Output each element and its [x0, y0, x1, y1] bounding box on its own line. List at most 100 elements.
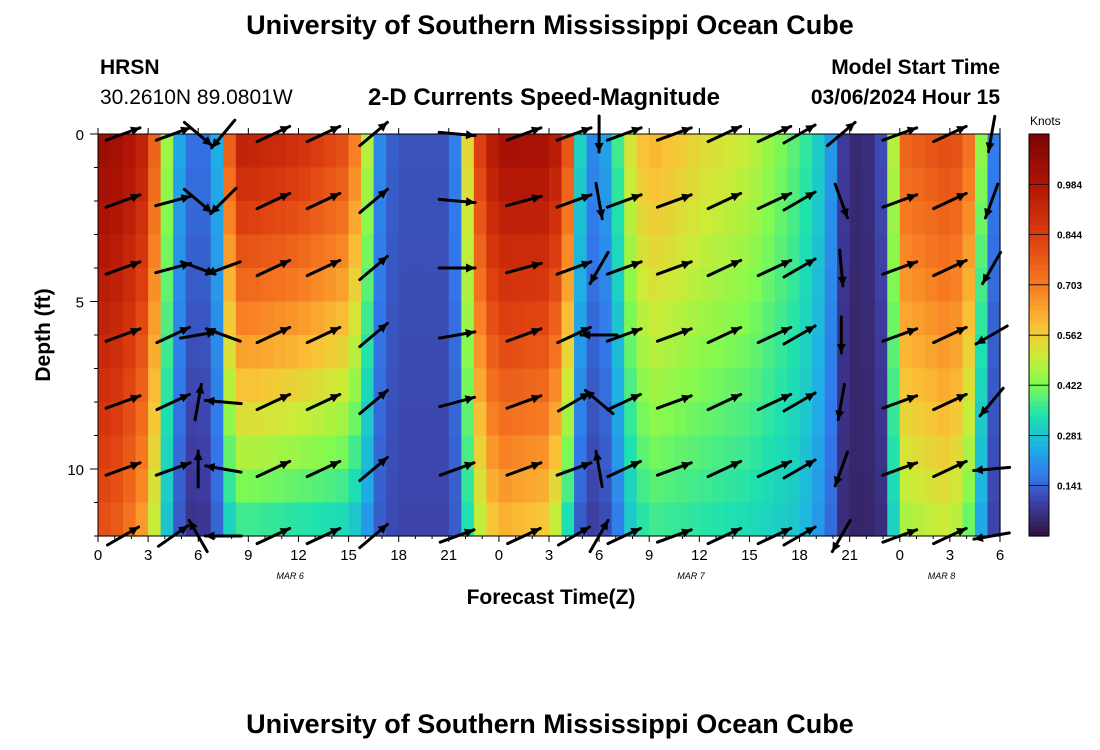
- y-axis: 0 5 10 Depth (ft): [32, 127, 98, 537]
- heatmap-cell: [310, 368, 325, 403]
- heatmap-cell: [198, 402, 212, 437]
- heatmap-cell: [549, 167, 563, 202]
- heatmap-cell: [185, 234, 199, 269]
- heatmap-cell: [285, 402, 300, 437]
- heatmap-cell: [223, 335, 237, 370]
- heatmap-cell: [774, 167, 788, 202]
- heatmap-cell: [636, 469, 650, 504]
- heatmap-cell: [448, 268, 462, 303]
- heatmap-cell: [661, 435, 675, 470]
- heatmap-cell: [461, 435, 475, 470]
- colorbar-segment: [1029, 380, 1049, 386]
- heatmap-cell: [749, 368, 763, 403]
- heatmap-cell: [549, 201, 563, 236]
- heatmap-cell: [699, 368, 713, 403]
- heatmap-cell: [423, 335, 437, 370]
- heatmap-cell: [636, 435, 650, 470]
- heatmap-cell: [661, 301, 675, 336]
- heatmap-cell: [148, 201, 162, 236]
- heatmap-cell: [473, 201, 487, 236]
- heatmap-cell: [523, 268, 538, 303]
- heatmap-cell: [310, 435, 325, 470]
- heatmap-cell: [173, 268, 187, 303]
- heatmap-cell: [599, 134, 613, 169]
- heatmap-cell: [824, 201, 838, 236]
- heatmap-cell: [787, 335, 801, 370]
- date-label: MAR 8: [928, 571, 956, 581]
- heatmap-cell: [674, 201, 688, 236]
- heatmap-cell: [285, 435, 300, 470]
- heatmap-cell: [787, 402, 801, 437]
- heatmap-cell: [686, 335, 700, 370]
- heatmap-cell: [173, 368, 187, 403]
- heatmap-cell: [185, 301, 199, 336]
- colorbar-segment: [1029, 490, 1049, 497]
- heatmap-cell: [498, 368, 513, 403]
- heatmap-cell: [523, 435, 538, 470]
- heatmap-cell: [987, 435, 1001, 470]
- heatmap-cell: [787, 167, 801, 202]
- heatmap-cell: [674, 268, 688, 303]
- heatmap-cell: [473, 435, 487, 470]
- heatmap-cell: [160, 502, 174, 537]
- heatmap-cell: [949, 201, 964, 236]
- heatmap-cell: [511, 201, 525, 236]
- heatmap-cell: [160, 435, 174, 470]
- heatmap-cell: [473, 234, 487, 269]
- current-arrow: [782, 324, 817, 346]
- heatmap-cell: [874, 234, 888, 269]
- heatmap-cell: [599, 268, 613, 303]
- current-arrow: [826, 120, 857, 148]
- heatmap-cell: [849, 268, 863, 303]
- current-arrow: [505, 261, 543, 275]
- current-arrow: [255, 392, 292, 412]
- heatmap-cell: [223, 469, 237, 504]
- heatmap-cell: [198, 502, 212, 537]
- heatmap-cell: [273, 335, 287, 370]
- heatmap-cell: [774, 335, 788, 370]
- heatmap-cell: [473, 368, 487, 403]
- heatmap-cell: [887, 268, 901, 303]
- heatmap-cell: [899, 435, 913, 470]
- heatmap-cell: [210, 167, 224, 202]
- footer-title: University of Southern Mississippi Ocean…: [246, 709, 854, 739]
- current-arrow: [756, 392, 793, 412]
- heatmap-cell: [248, 368, 262, 403]
- current-arrow: [305, 526, 342, 546]
- heatmap-cell: [235, 268, 249, 303]
- heatmap-cell: [624, 368, 638, 403]
- heatmap-cell: [849, 301, 863, 336]
- heatmap-cell: [110, 435, 124, 470]
- heatmap-cell: [711, 301, 725, 336]
- colorbar-segment: [1029, 214, 1049, 221]
- heatmap-cell: [260, 435, 274, 470]
- heatmap-cell: [749, 435, 763, 470]
- colorbar-segment: [1029, 239, 1049, 246]
- heatmap-cell: [173, 469, 187, 504]
- current-arrow: [972, 465, 1012, 475]
- current-arrow: [655, 528, 693, 544]
- heatmap-cell: [473, 167, 487, 202]
- heatmap-cell: [486, 134, 500, 169]
- heatmap-cell: [624, 469, 638, 504]
- heatmap-cell: [724, 502, 738, 537]
- heatmap-cell: [849, 402, 863, 437]
- heatmap-cell: [98, 134, 112, 169]
- heatmap-cell: [461, 335, 475, 370]
- heatmap-cell: [536, 469, 550, 504]
- heatmap-cell: [185, 268, 199, 303]
- heatmap-cell: [423, 301, 437, 336]
- heatmap-cell: [198, 268, 212, 303]
- heatmap-cell: [937, 335, 951, 370]
- heatmap-cell: [273, 167, 287, 202]
- current-arrow: [830, 518, 852, 554]
- x-tick-label: 9: [244, 547, 252, 564]
- heatmap-cell: [736, 502, 751, 537]
- heatmap-cell: [724, 469, 738, 504]
- heatmap-cell: [398, 469, 412, 504]
- heatmap-cell: [461, 234, 475, 269]
- colorbar-segment: [1029, 365, 1049, 371]
- heatmap-cell: [724, 368, 738, 403]
- heatmap-cell: [373, 402, 387, 437]
- heatmap-cell: [248, 167, 262, 202]
